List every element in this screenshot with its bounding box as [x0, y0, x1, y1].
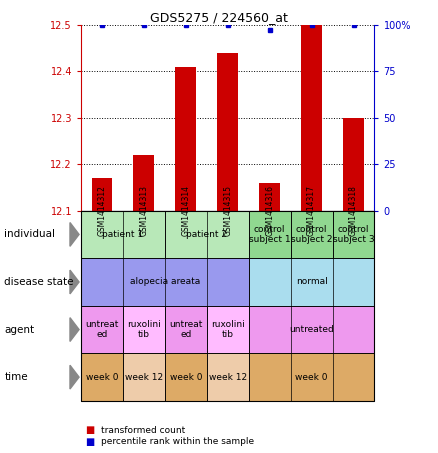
- Text: week 12: week 12: [125, 373, 163, 381]
- Bar: [343, 118, 364, 211]
- Bar: [217, 53, 238, 211]
- Text: control
subject 3: control subject 3: [333, 225, 374, 244]
- Bar: [259, 183, 280, 211]
- Text: patient 1: patient 1: [102, 230, 144, 239]
- Text: ruxolini
tib: ruxolini tib: [211, 320, 245, 339]
- Text: week 0: week 0: [295, 373, 328, 381]
- Text: week 0: week 0: [86, 373, 118, 381]
- Text: GSM1414316: GSM1414316: [265, 185, 274, 236]
- Text: normal: normal: [296, 278, 328, 286]
- Text: GDS5275 / 224560_at: GDS5275 / 224560_at: [150, 11, 288, 24]
- Polygon shape: [70, 222, 79, 246]
- Text: ■: ■: [85, 425, 95, 435]
- Text: GSM1414314: GSM1414314: [181, 185, 191, 236]
- Text: untreated: untreated: [289, 325, 334, 334]
- Text: alopecia areata: alopecia areata: [130, 278, 200, 286]
- Text: untreat
ed: untreat ed: [169, 320, 202, 339]
- Polygon shape: [70, 270, 79, 294]
- Text: GSM1414312: GSM1414312: [98, 185, 106, 236]
- Text: transformed count: transformed count: [101, 426, 185, 435]
- Text: individual: individual: [4, 229, 55, 240]
- Text: GSM1414318: GSM1414318: [349, 185, 358, 236]
- Text: control
subject 1: control subject 1: [249, 225, 290, 244]
- Text: time: time: [4, 372, 28, 382]
- Bar: [134, 155, 154, 211]
- Text: week 0: week 0: [170, 373, 202, 381]
- Bar: [301, 25, 322, 211]
- Text: GSM1414315: GSM1414315: [223, 185, 232, 236]
- Text: control
subject 2: control subject 2: [291, 225, 332, 244]
- Text: week 12: week 12: [208, 373, 247, 381]
- Text: GSM1414317: GSM1414317: [307, 185, 316, 236]
- Bar: [92, 178, 113, 211]
- Text: disease state: disease state: [4, 277, 74, 287]
- Text: agent: agent: [4, 324, 35, 335]
- Text: GSM1414313: GSM1414313: [139, 185, 148, 236]
- Polygon shape: [70, 318, 79, 342]
- Text: ■: ■: [85, 437, 95, 447]
- Text: patient 2: patient 2: [186, 230, 227, 239]
- Polygon shape: [70, 365, 79, 389]
- Text: ruxolini
tib: ruxolini tib: [127, 320, 161, 339]
- Bar: [175, 67, 196, 211]
- Text: percentile rank within the sample: percentile rank within the sample: [101, 437, 254, 446]
- Text: untreat
ed: untreat ed: [85, 320, 119, 339]
